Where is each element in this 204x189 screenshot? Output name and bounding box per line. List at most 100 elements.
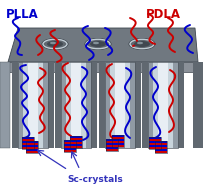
Bar [26,145,38,147]
Bar [147,62,152,148]
Text: Sc-crystals: Sc-crystals [67,175,122,184]
Bar [148,137,160,139]
Bar [23,62,28,148]
Bar [105,141,118,143]
Bar [105,149,118,151]
Bar [26,143,38,145]
Ellipse shape [42,39,68,50]
Bar [154,145,166,147]
Bar [70,144,82,146]
Bar [22,141,34,143]
Bar [22,137,34,139]
Bar [26,141,38,143]
Ellipse shape [85,39,110,50]
Ellipse shape [133,41,149,47]
Bar [105,147,118,149]
Bar [66,62,71,148]
Bar [0,62,10,148]
Bar [110,62,114,148]
Bar [22,137,34,149]
Bar [105,139,118,151]
Bar [154,147,166,149]
Bar [148,137,160,149]
Bar [154,149,166,151]
Bar [154,143,166,145]
Bar [157,62,167,148]
Bar [172,62,177,148]
Bar [64,140,76,152]
Bar [26,151,38,153]
Bar [192,62,202,148]
Bar [12,62,18,148]
Bar [64,140,76,142]
Bar [22,139,34,141]
Bar [70,146,82,148]
Bar [167,62,172,148]
Polygon shape [8,28,197,62]
Bar [26,147,38,149]
Bar [18,62,23,148]
Bar [111,145,123,147]
Bar [61,62,91,148]
Bar [148,145,160,147]
Ellipse shape [128,39,154,50]
Bar [64,150,76,152]
Bar [64,148,76,150]
Ellipse shape [136,42,142,44]
Bar [22,143,34,145]
Bar [61,62,66,148]
Bar [111,135,123,147]
Ellipse shape [93,42,99,44]
Bar [111,137,123,139]
Bar [105,145,118,147]
Bar [148,141,160,143]
Bar [64,142,76,144]
Bar [70,142,82,144]
Bar [22,147,34,149]
Bar [26,149,38,151]
Bar [104,62,134,148]
Bar [55,62,61,148]
Bar [70,138,82,140]
Bar [147,62,177,148]
Ellipse shape [90,41,105,47]
Bar [129,62,134,148]
Bar [111,139,123,141]
Bar [111,141,123,143]
Bar [105,143,118,145]
Ellipse shape [50,42,56,44]
Bar [104,62,110,148]
Bar [28,62,38,148]
Ellipse shape [47,41,63,47]
Bar [64,146,76,148]
Bar [105,139,118,141]
Bar [111,143,123,145]
Bar [177,62,183,148]
Bar [114,62,124,148]
Bar [154,141,166,143]
Bar [70,140,82,142]
Bar [134,62,140,148]
Bar [152,62,157,148]
Bar [111,135,123,137]
Text: PDLA: PDLA [145,8,180,21]
Bar [70,136,82,148]
Bar [148,139,160,141]
Bar [154,151,166,153]
Bar [71,62,81,148]
Bar [99,62,104,148]
Bar [124,62,129,148]
Bar [148,143,160,145]
Bar [154,141,166,153]
Bar [141,62,147,148]
Text: PLLA: PLLA [6,8,38,21]
Bar [26,141,38,153]
Bar [48,62,54,148]
Bar [70,136,82,138]
Bar [43,62,48,148]
Bar [91,62,96,148]
Bar [38,62,43,148]
Bar [148,147,160,149]
Bar [18,62,48,148]
Bar [22,145,34,147]
